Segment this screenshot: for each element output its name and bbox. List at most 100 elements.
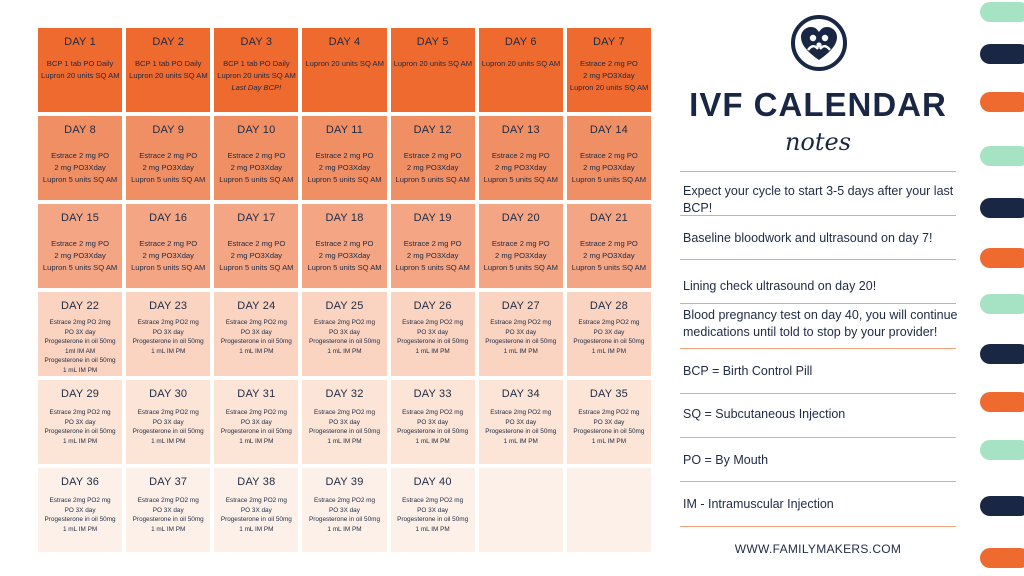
instruction-line: Lupron 5 units SQ AM [219, 263, 294, 272]
instruction-line: 1 mL IM PM [151, 437, 186, 445]
note-lining-check: Lining check ultrasound on day 20! [683, 279, 877, 293]
instruction-line: Estrace 2 mg PO [580, 151, 638, 160]
day-instructions: Estrace 2mg PO2 mg PO 3X day Progesterone … [391, 318, 475, 356]
instruction-line: 1 mL IM PM [503, 347, 538, 355]
instruction-line: BCP 1 tab PO Daily [223, 59, 290, 68]
day-instructions: Estrace 2 mg PO 2 mg PO3Xday Lupron 5 unit… [567, 238, 651, 274]
family-heart-logo-icon [791, 15, 847, 71]
note-divider [680, 303, 956, 304]
decorative-stripe [980, 198, 1024, 218]
decorative-stripe [980, 44, 1024, 64]
day-instructions: Estrace 2mg PO2 mg PO 3X day Progesterone … [302, 318, 386, 356]
instruction-line: Estrace 2 mg PO [51, 239, 109, 248]
note-divider [680, 481, 956, 482]
calendar-day-cell: DAY 30 Estrace 2mg PO2 mg PO 3X day Progest… [126, 380, 211, 464]
instruction-line: 1 mL IM PM [503, 437, 538, 445]
instruction-line: Lupron 20 units SQ AM [41, 71, 120, 80]
instruction-line: Estrace 2 mg PO [491, 151, 550, 160]
instruction-line: Progesterone in oil 50mg [485, 428, 557, 435]
note-divider [680, 215, 956, 216]
instruction-line: Lupron 5 units SQ AM [42, 263, 118, 272]
day-instructions: Estrace 2mg PO2 mg PO 3X day Progesterone … [38, 408, 122, 446]
calendar-day-cell: DAY 20 Estrace 2 mg PO 2 mg PO3Xday Lupron … [478, 204, 563, 288]
day-instructions: Estrace 2mg PO2 mg PO 3X day Progesterone … [126, 408, 210, 446]
instruction-line: Estrace 2mg PO2 mg [137, 409, 199, 416]
day-number: DAY 4 [328, 36, 361, 48]
instruction-line: PO 3X day [593, 328, 625, 336]
instruction-line: Estrace 2 mg PO [580, 239, 638, 248]
day-instructions: Estrace 2 mg PO 2 mg PO3Xday Lupron 5 unit… [126, 238, 210, 274]
instruction-line: 2 mg PO3Xday [230, 251, 283, 260]
instruction-line: Progesterone in oil 50mg [132, 428, 204, 435]
day-number: DAY 36 [61, 476, 100, 488]
day-number: DAY 14 [589, 124, 628, 136]
instruction-line: Estrace 2 mg PO [491, 239, 550, 248]
instruction-line: Progesterone in oil 50mg [397, 428, 469, 435]
calendar-day-cell: DAY 37 Estrace 2mg PO2 mg PO 3X day Progest… [126, 468, 211, 552]
day-number: DAY 28 [589, 300, 628, 312]
instruction-line: PO 3X day [240, 418, 272, 426]
day-instructions: Estrace 2 mg PO 2 mg PO3Xday Lupron 5 unit… [126, 150, 210, 186]
instruction-line: 2 mg PO3Xday [406, 251, 459, 260]
day-instructions: Estrace 2mg PO2 mg PO 3X day Progesterone … [391, 496, 475, 534]
instruction-line: PO 3X day [240, 328, 272, 336]
note-divider [680, 393, 956, 394]
instruction-line: Estrace 2 mg PO [403, 151, 462, 160]
calendar-day-cell: DAY 32 Estrace 2mg PO2 mg PO 3X day Progest… [302, 380, 387, 464]
day-instructions: Estrace 2 mg PO 2 mg PO3Xday Lupron 5 unit… [391, 238, 475, 274]
day-instructions: Estrace 2 mg PO 2 mg PO3Xday Lupron 20 uni… [567, 58, 651, 94]
instruction-line: Progesterone in oil 50mg [132, 338, 204, 345]
day-number: DAY 11 [325, 124, 364, 136]
decorative-stripe [980, 294, 1024, 314]
instruction-line: PO 3X day [240, 506, 272, 514]
day-instructions: Estrace 2mg PO2 mg PO 3X day Progesterone … [479, 318, 563, 356]
day-number: DAY 24 [237, 300, 276, 312]
day-number: DAY 33 [413, 388, 452, 400]
instruction-line: Progesterone in oil 50mg [44, 357, 116, 364]
calendar-day-cell: DAY 2 BCP 1 tab PO Daily Lupron 20 units S… [126, 28, 211, 112]
instruction-line: Progesterone in oil 50mg [397, 338, 469, 345]
calendar-day-cell: DAY 5 Lupron 20 units SQ AM [390, 28, 475, 112]
day-number: DAY 15 [61, 212, 100, 224]
instruction-line: Lupron 5 units SQ AM [307, 263, 382, 272]
day-instructions: Estrace 2mg PO2 mg PO 3X day Progesterone … [38, 496, 122, 534]
website-link[interactable]: WWW.FAMILYMAKERS.COM [734, 542, 902, 556]
day-instructions: Estrace 2mg PO2 mg PO 3X day Progesterone … [479, 408, 563, 446]
calendar-day-cell: DAY 6 Lupron 20 units SQ AM [478, 28, 563, 112]
day-instructions: Estrace 2 mg PO 2 mg PO3Xday Lupron 5 unit… [567, 150, 651, 186]
day-instructions: Estrace 2 mg PO 2 mg PO3Xday Lupron 5 unit… [391, 150, 475, 186]
instruction-line: Estrace 2mg PO2 mg [49, 409, 111, 416]
instruction-line: 1 mL IM PM [151, 525, 186, 533]
calendar-day-cell: DAY 24 Estrace 2mg PO2 mg PO 3X day Progest… [214, 292, 299, 376]
instruction-line: BCP 1 tab PO Daily [46, 59, 114, 68]
instruction-line: Estrace 2 mg PO [227, 239, 286, 248]
instruction-line: Lupron 20 units SQ AM [217, 71, 296, 80]
instruction-line: 1 mL IM PM [151, 347, 186, 355]
calendar-day-cell: DAY 18 Estrace 2 mg PO 2 mg PO3Xday Lupron … [302, 204, 387, 288]
instruction-line: Lupron 5 units SQ AM [483, 263, 558, 272]
day-instructions: Estrace 2mg PO2 mg PO 3X day Progesterone … [391, 408, 475, 446]
instruction-line: Lupron 20 units SQ AM [129, 71, 208, 80]
day-instructions: Estrace 2mg PO 2mg PO 3X day Progesterone … [38, 318, 122, 375]
instruction-line: PO 3X day [152, 328, 184, 336]
calendar-day-cell: DAY 13 Estrace 2 mg PO 2 mg PO3Xday Lupron … [478, 116, 563, 200]
day-number: DAY 32 [325, 388, 364, 400]
instruction-line: Progesterone in oil 50mg [132, 516, 204, 523]
calendar-day-cell: DAY 11 Estrace 2 mg PO 2 mg PO3Xday Lupron … [302, 116, 387, 200]
instruction-line: Estrace 2mg PO2 mg [225, 497, 287, 504]
instruction-line: Progesterone in oil 50mg [397, 516, 469, 523]
instruction-line: 2 mg PO3Xday [318, 163, 371, 172]
instruction-line: PO 3X day [152, 418, 184, 426]
instruction-line: PO 3X day [64, 418, 96, 426]
day-number: DAY 35 [589, 388, 628, 400]
decorative-stripe [980, 548, 1024, 568]
day-instructions: Estrace 2 mg PO 2 mg PO3Xday Lupron 5 unit… [214, 238, 298, 274]
instruction-line: Estrace 2 mg PO [315, 151, 374, 160]
decorative-stripe [980, 92, 1024, 112]
day-instructions: BCP 1 tab PO Daily Lupron 20 units SQ AM L… [214, 58, 298, 94]
instruction-line: 1 mL IM PM [239, 437, 274, 445]
day-instructions: Estrace 2mg PO2 mg PO 3X day Progesterone … [567, 408, 651, 446]
instruction-line: 1 mL IM PM [591, 347, 627, 355]
day-number: DAY 40 [413, 476, 452, 488]
instruction-line: 1 mL IM PM [591, 437, 627, 445]
